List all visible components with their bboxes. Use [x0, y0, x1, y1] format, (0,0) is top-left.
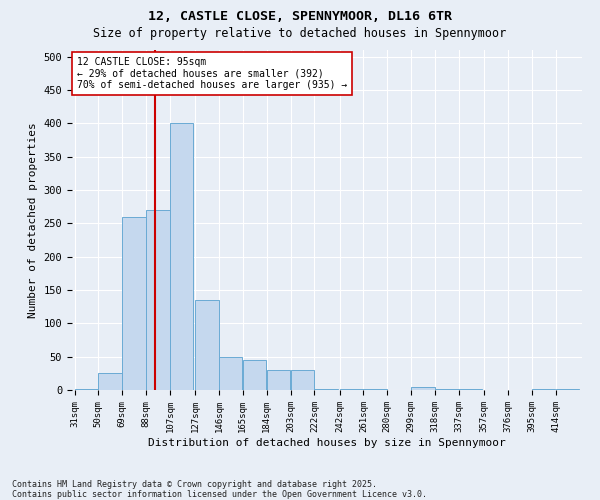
Bar: [219, 356, 242, 390]
Text: Size of property relative to detached houses in Spennymoor: Size of property relative to detached ho…: [94, 28, 506, 40]
Bar: [411, 386, 434, 390]
Bar: [290, 370, 314, 390]
Bar: [146, 210, 170, 390]
Bar: [243, 360, 266, 390]
Bar: [195, 300, 218, 390]
Text: Contains HM Land Registry data © Crown copyright and database right 2025.
Contai: Contains HM Land Registry data © Crown c…: [12, 480, 427, 499]
Bar: [170, 124, 193, 390]
Bar: [98, 374, 122, 390]
Text: 12, CASTLE CLOSE, SPENNYMOOR, DL16 6TR: 12, CASTLE CLOSE, SPENNYMOOR, DL16 6TR: [148, 10, 452, 23]
Bar: [122, 216, 146, 390]
Bar: [314, 388, 338, 390]
Bar: [74, 388, 98, 390]
Bar: [267, 370, 290, 390]
X-axis label: Distribution of detached houses by size in Spennymoor: Distribution of detached houses by size …: [148, 438, 506, 448]
Text: 12 CASTLE CLOSE: 95sqm
← 29% of detached houses are smaller (392)
70% of semi-de: 12 CASTLE CLOSE: 95sqm ← 29% of detached…: [77, 57, 347, 90]
Y-axis label: Number of detached properties: Number of detached properties: [28, 122, 38, 318]
